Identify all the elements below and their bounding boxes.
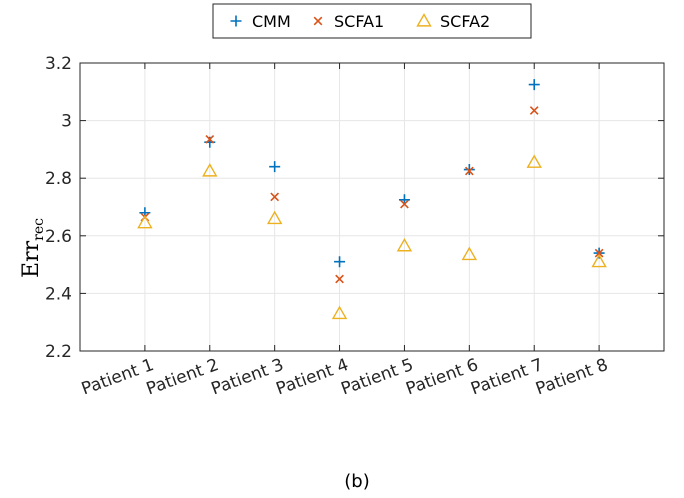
legend-label: SCFA1 <box>334 12 384 31</box>
x-tick-label: Patient 7 <box>468 355 546 400</box>
data-point-cmm <box>334 256 346 268</box>
x-tick-label: Patient 4 <box>274 355 352 400</box>
data-point-scfa1 <box>464 166 474 176</box>
data-point-scfa2 <box>461 246 478 261</box>
legend-marker-scfa1 <box>313 16 323 26</box>
x-tick-label: Patient 3 <box>209 355 287 400</box>
data-point-scfa2 <box>396 237 413 252</box>
data-point-scfa2 <box>137 214 153 229</box>
data-marks <box>137 79 607 320</box>
data-point-scfa1 <box>335 274 344 284</box>
legend-label: SCFA2 <box>440 12 490 31</box>
data-point-scfa2 <box>526 154 542 168</box>
data-point-scfa1 <box>270 192 280 202</box>
legend-marker-cmm <box>230 15 242 27</box>
x-tick-label: Patient 6 <box>403 355 481 400</box>
data-point-scfa1 <box>205 134 215 144</box>
data-point-scfa2 <box>202 163 218 177</box>
data-point-cmm <box>528 79 540 91</box>
legend-box <box>212 3 532 39</box>
y-tick-label: 3.2 <box>45 54 72 74</box>
x-tick-label: Patient 8 <box>533 355 611 400</box>
y-tick-label: 2.8 <box>45 169 72 189</box>
data-point-scfa1 <box>594 248 604 258</box>
y-tick-label: 2.2 <box>45 342 72 362</box>
y-axis-label-subscript: rec <box>31 218 47 241</box>
legend: CMM SCFA1 SCFA2 <box>212 3 532 39</box>
x-tick-label: Patient 5 <box>338 355 416 400</box>
data-point-cmm <box>463 164 475 176</box>
data-point-scfa2 <box>331 305 348 320</box>
legend-label: CMM <box>252 12 291 31</box>
x-tick-label: Patient 2 <box>144 355 222 400</box>
x-tick-label: Patient 1 <box>79 355 157 400</box>
data-point-scfa1 <box>400 199 409 209</box>
y-axis-label-main: Err <box>19 240 44 278</box>
data-point-scfa1 <box>529 106 539 115</box>
y-tick-label: 2.4 <box>45 284 72 304</box>
data-point-scfa2 <box>266 210 283 225</box>
figure-caption: (b) <box>344 471 369 492</box>
y-axis-label: Errrec <box>19 218 47 278</box>
data-point-scfa2 <box>591 253 607 268</box>
grid-lines <box>80 62 664 352</box>
y-axis: 2.2 2.4 2.6 2.8 3 3.2 <box>45 54 664 362</box>
y-tick-label: 2.6 <box>45 227 72 247</box>
plot-area <box>79 62 665 352</box>
y-tick-label: 3 <box>61 112 72 132</box>
data-point-cmm <box>269 161 281 173</box>
legend-marker-scfa2 <box>416 13 432 27</box>
